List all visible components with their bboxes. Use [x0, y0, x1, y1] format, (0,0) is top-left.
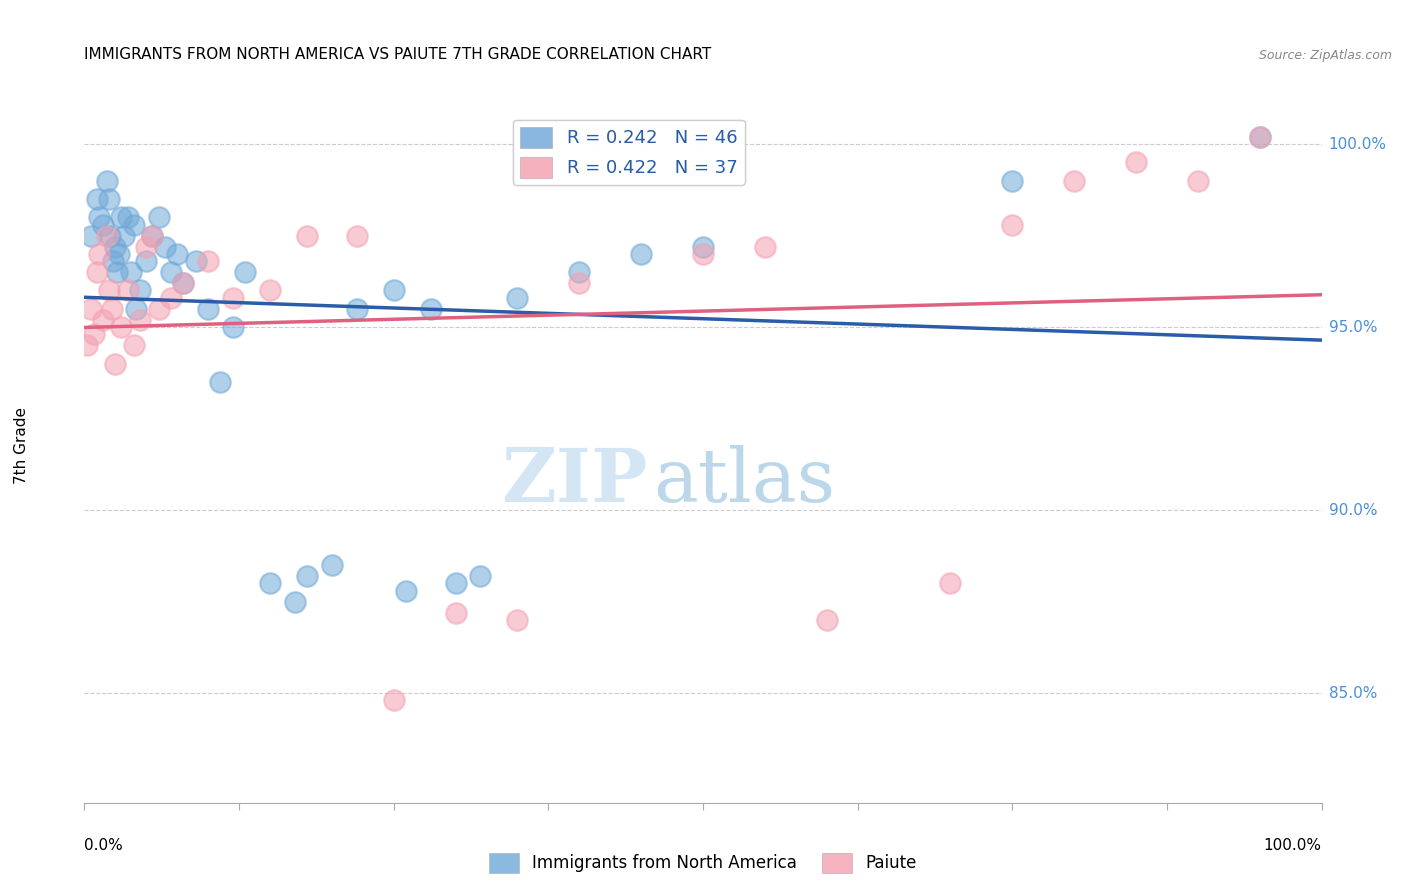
Point: [89, 211, 111, 225]
Point: [444, 576, 467, 591]
Point: [160, 265, 183, 279]
Point: [184, 254, 207, 268]
Point: [110, 211, 132, 225]
Point: [104, 239, 127, 253]
Point: [117, 211, 139, 225]
Point: [91, 218, 114, 232]
Point: [135, 254, 157, 268]
Point: [692, 247, 714, 261]
Text: 0.0%: 0.0%: [84, 838, 124, 854]
Point: [939, 576, 962, 591]
Point: [172, 276, 194, 290]
Point: [172, 276, 194, 290]
Point: [160, 291, 183, 305]
Text: 85.0%: 85.0%: [1329, 686, 1376, 700]
Point: [104, 357, 127, 371]
Point: [346, 228, 368, 243]
Point: [233, 265, 256, 279]
Point: [105, 265, 128, 279]
Point: [101, 254, 124, 268]
Point: [630, 247, 652, 261]
Point: [98, 284, 121, 298]
Point: [444, 606, 467, 620]
Point: [382, 284, 405, 298]
Point: [295, 228, 318, 243]
Point: [91, 312, 114, 326]
Point: [470, 569, 492, 583]
Point: [112, 228, 135, 243]
Point: [153, 239, 176, 253]
Point: [754, 239, 776, 253]
Point: [122, 218, 145, 232]
Point: [692, 239, 714, 253]
Point: [166, 247, 188, 261]
Text: 95.0%: 95.0%: [1329, 319, 1376, 334]
Point: [141, 228, 163, 243]
Point: [259, 284, 281, 298]
Point: [1187, 174, 1209, 188]
Point: [76, 338, 98, 352]
Point: [98, 192, 121, 206]
Text: atlas: atlas: [654, 445, 835, 518]
Point: [284, 594, 307, 608]
Point: [100, 301, 122, 316]
Point: [122, 338, 145, 352]
Point: [815, 613, 838, 627]
Point: [1001, 174, 1024, 188]
Text: IMMIGRANTS FROM NORTH AMERICA VS PAIUTE 7TH GRADE CORRELATION CHART: IMMIGRANTS FROM NORTH AMERICA VS PAIUTE …: [84, 47, 711, 62]
Point: [568, 276, 591, 290]
Point: [382, 693, 405, 707]
Point: [222, 291, 245, 305]
Point: [506, 613, 529, 627]
Text: 100.0%: 100.0%: [1329, 136, 1386, 152]
Point: [506, 291, 529, 305]
Point: [120, 265, 142, 279]
Legend: Immigrants from North America, Paiute: Immigrants from North America, Paiute: [482, 847, 924, 880]
Point: [141, 228, 163, 243]
Point: [197, 301, 219, 316]
Point: [197, 254, 219, 268]
Point: [295, 569, 318, 583]
Point: [79, 228, 101, 243]
Point: [98, 228, 121, 243]
Point: [1001, 218, 1024, 232]
Text: 7th Grade: 7th Grade: [14, 408, 28, 484]
Point: [79, 301, 101, 316]
Point: [129, 284, 152, 298]
Point: [1249, 129, 1271, 144]
Legend: R = 0.242   N = 46, R = 0.422   N = 37: R = 0.242 N = 46, R = 0.422 N = 37: [513, 120, 745, 185]
Point: [346, 301, 368, 316]
Point: [86, 192, 108, 206]
Point: [117, 284, 139, 298]
Point: [419, 301, 441, 316]
Point: [222, 320, 245, 334]
Point: [108, 247, 131, 261]
Text: 100.0%: 100.0%: [1264, 838, 1322, 854]
Point: [209, 375, 232, 389]
Point: [96, 228, 118, 243]
Point: [1125, 155, 1147, 169]
Point: [96, 174, 118, 188]
Point: [83, 327, 105, 342]
Point: [89, 247, 111, 261]
Point: [125, 301, 148, 316]
Text: 90.0%: 90.0%: [1329, 502, 1376, 517]
Point: [148, 301, 170, 316]
Point: [1063, 174, 1085, 188]
Point: [129, 312, 152, 326]
Point: [568, 265, 591, 279]
Point: [259, 576, 281, 591]
Point: [321, 558, 343, 572]
Point: [148, 211, 170, 225]
Text: Source: ZipAtlas.com: Source: ZipAtlas.com: [1258, 49, 1392, 62]
Point: [110, 320, 132, 334]
Point: [1249, 129, 1271, 144]
Point: [395, 583, 418, 598]
Text: ZIP: ZIP: [501, 445, 647, 518]
Point: [86, 265, 108, 279]
Point: [135, 239, 157, 253]
